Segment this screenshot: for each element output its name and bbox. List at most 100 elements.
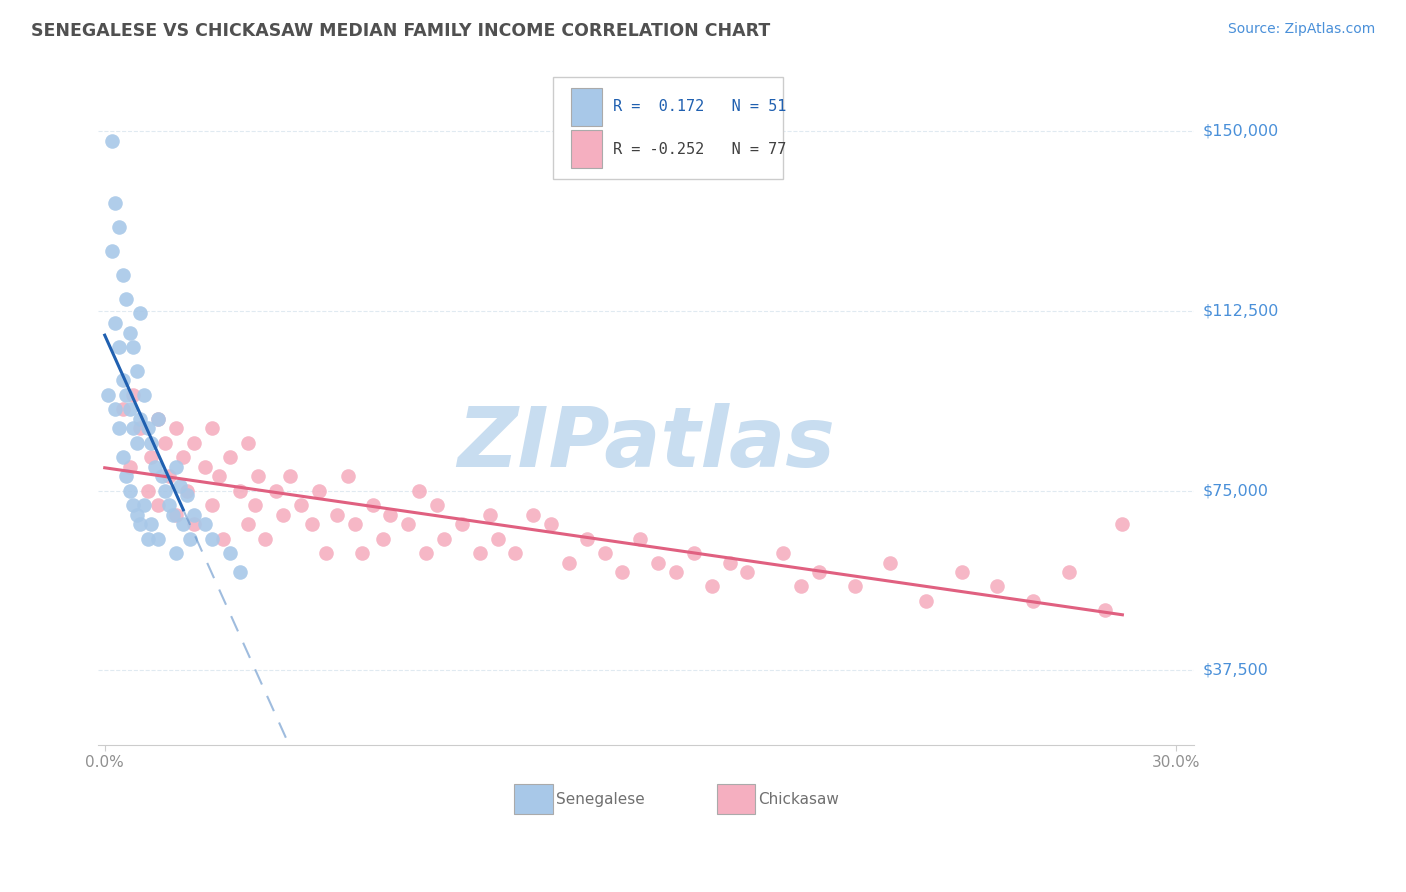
Point — [125, 435, 148, 450]
Point — [336, 469, 359, 483]
Point — [122, 498, 145, 512]
Point — [790, 579, 813, 593]
Text: $75,000: $75,000 — [1202, 483, 1268, 498]
Point — [558, 556, 581, 570]
Point — [208, 469, 231, 483]
Point — [165, 421, 187, 435]
Point — [118, 326, 141, 340]
Point — [700, 579, 723, 593]
Text: R =  0.172   N = 51: R = 0.172 N = 51 — [613, 100, 786, 114]
Point — [522, 508, 544, 522]
Point — [879, 556, 901, 570]
Point — [122, 421, 145, 435]
Point — [254, 532, 277, 546]
Point — [104, 196, 127, 211]
Point — [150, 469, 173, 483]
Point — [540, 517, 562, 532]
Point — [104, 402, 127, 417]
Point — [101, 244, 124, 259]
Point — [201, 498, 224, 512]
Point — [176, 488, 198, 502]
Point — [593, 546, 616, 560]
Point — [575, 532, 598, 546]
Point — [183, 435, 205, 450]
Point — [165, 508, 187, 522]
Point — [450, 517, 472, 532]
Point — [125, 364, 148, 378]
Point — [361, 498, 384, 512]
Point — [129, 306, 152, 320]
Point — [118, 459, 141, 474]
Point — [194, 517, 217, 532]
Bar — [571, 88, 602, 126]
Point — [271, 508, 294, 522]
Point — [111, 374, 134, 388]
Text: Senegalese: Senegalese — [555, 792, 644, 806]
Point — [201, 421, 224, 435]
Point — [104, 316, 127, 330]
Point — [1057, 565, 1080, 579]
Point — [301, 517, 323, 532]
Point — [148, 412, 170, 426]
Point — [129, 421, 152, 435]
Point — [468, 546, 491, 560]
Point — [194, 459, 217, 474]
Point — [115, 469, 138, 483]
Point — [165, 459, 187, 474]
Point — [108, 220, 131, 235]
Point — [1111, 517, 1133, 532]
Point — [148, 412, 170, 426]
Point — [165, 546, 187, 560]
Point — [280, 469, 302, 483]
Point — [129, 412, 152, 426]
Point — [148, 498, 170, 512]
Point — [108, 340, 131, 354]
Point — [479, 508, 502, 522]
Point — [844, 579, 866, 593]
Text: SENEGALESE VS CHICKASAW MEDIAN FAMILY INCOME CORRELATION CHART: SENEGALESE VS CHICKASAW MEDIAN FAMILY IN… — [31, 22, 770, 40]
Point — [1022, 594, 1045, 608]
Point — [143, 459, 166, 474]
Point — [136, 421, 159, 435]
Point — [97, 388, 120, 402]
Point — [115, 388, 138, 402]
Point — [118, 483, 141, 498]
Point — [139, 450, 162, 464]
Text: ZIPatlas: ZIPatlas — [457, 402, 835, 483]
Point — [218, 546, 240, 560]
Point — [155, 483, 177, 498]
Text: Chickasaw: Chickasaw — [759, 792, 839, 806]
Point — [628, 532, 651, 546]
Point — [807, 565, 830, 579]
Point — [264, 483, 287, 498]
Point — [172, 517, 194, 532]
Point — [125, 508, 148, 522]
Bar — [571, 130, 602, 168]
Point — [373, 532, 395, 546]
Point — [108, 421, 131, 435]
Point — [129, 517, 152, 532]
Point — [950, 565, 973, 579]
Point — [243, 498, 266, 512]
Point — [122, 388, 145, 402]
Point — [315, 546, 337, 560]
Point — [136, 483, 159, 498]
Point — [136, 532, 159, 546]
Text: R = -0.252   N = 77: R = -0.252 N = 77 — [613, 142, 786, 157]
Point — [350, 546, 373, 560]
Point — [1094, 603, 1116, 617]
Point — [915, 594, 938, 608]
Point — [118, 402, 141, 417]
Point — [647, 556, 669, 570]
Point — [111, 450, 134, 464]
Point — [737, 565, 759, 579]
Point — [290, 498, 312, 512]
Point — [139, 517, 162, 532]
Point — [229, 483, 252, 498]
Point — [433, 532, 456, 546]
Point — [718, 556, 741, 570]
Point — [179, 532, 201, 546]
Point — [408, 483, 430, 498]
Point — [236, 517, 259, 532]
Point — [201, 532, 224, 546]
